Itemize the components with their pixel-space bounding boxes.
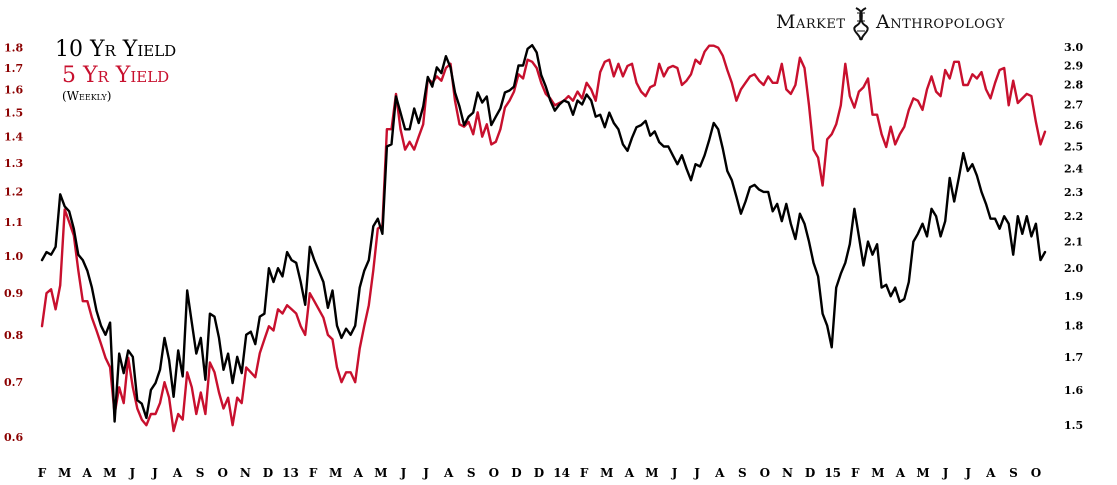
x-tick-label: D <box>805 466 815 480</box>
brand-text: Market <box>776 11 846 33</box>
left-tick-label: 1.1 <box>4 216 23 229</box>
left-tick-label: 0.7 <box>4 376 23 389</box>
x-tick-label: M <box>871 466 884 480</box>
ten-year-series-line <box>40 44 1047 423</box>
right-tick-label: 1.6 <box>1064 384 1083 397</box>
right-tick-label: 1.8 <box>1064 320 1083 333</box>
x-tick-label: J <box>400 466 407 480</box>
right-axis: 1.5 1.6 1.7 1.8 1.9 2.0 2.1 2.2 2.3 2.4 2.5 2.6 2.7 2… <box>1064 41 1083 432</box>
x-tick-label: 13 <box>282 466 299 480</box>
right-tick-label: 2.8 <box>1064 79 1083 92</box>
x-tick-label: D <box>534 466 544 480</box>
x-tick-label: M <box>103 466 116 480</box>
x-tick-label: S <box>467 466 476 480</box>
left-tick-label: 1.8 <box>4 42 23 55</box>
x-tick-label: S <box>1009 466 1018 480</box>
dna-icon <box>853 7 869 41</box>
x-tick-label: J <box>671 466 678 480</box>
x-tick-label: N <box>240 466 251 480</box>
right-tick-label: 3.0 <box>1064 41 1083 54</box>
x-tick-label: O <box>218 466 228 480</box>
x-tick-label: J <box>151 466 158 480</box>
x-tick-label: J <box>964 466 971 480</box>
left-tick-label: 1.7 <box>4 62 23 75</box>
left-tick-label: 0.8 <box>4 329 23 342</box>
x-tick-label: J <box>422 466 429 480</box>
right-tick-label: 2.1 <box>1064 236 1083 249</box>
x-tick-label: J <box>693 466 700 480</box>
x-tick-label: O <box>1031 466 1041 480</box>
left-tick-label: 1.4 <box>4 131 23 144</box>
legend-ten-year: 10 Yr Yield <box>55 37 176 62</box>
x-tick-label: M <box>916 466 929 480</box>
left-tick-label: 0.6 <box>4 431 23 444</box>
left-tick-label: 1.0 <box>4 250 23 263</box>
x-tick-label: O <box>760 466 770 480</box>
x-tick-label: F <box>38 466 47 480</box>
x-tick-label: S <box>738 466 747 480</box>
x-tick-label: M <box>374 466 387 480</box>
right-tick-label: 2.0 <box>1064 262 1083 275</box>
right-tick-label: 1.7 <box>1064 351 1083 364</box>
x-tick-label: A <box>985 466 996 480</box>
five-year-series-line <box>40 44 1047 433</box>
left-tick-label: 1.5 <box>4 106 23 119</box>
right-tick-label: 2.6 <box>1064 119 1083 132</box>
x-tick-label: M <box>645 466 658 480</box>
x-tick-label: F <box>309 466 318 480</box>
brand-text-2: Anthropology <box>875 11 1005 33</box>
x-tick-label: O <box>489 466 499 480</box>
x-tick-label: F <box>851 466 860 480</box>
x-tick-label: A <box>624 466 635 480</box>
right-tick-label: 2.9 <box>1064 60 1083 73</box>
x-tick-label: D <box>263 466 273 480</box>
left-axis: 0.6 0.7 0.8 0.9 1.0 1.1 1.2 1.3 1.4 1.5 1.6 1.7 1.8 <box>4 42 23 444</box>
x-tick-label: D <box>511 466 521 480</box>
x-tick-label: A <box>714 466 725 480</box>
right-tick-label: 1.9 <box>1064 290 1083 303</box>
left-tick-label: 0.9 <box>4 287 23 300</box>
brand-logo: Market Anthropology <box>776 7 1005 41</box>
x-tick-label: N <box>782 466 793 480</box>
right-tick-label: 1.5 <box>1064 419 1083 432</box>
legend-five-year: 5 Yr Yield <box>62 63 169 88</box>
left-tick-label: 1.6 <box>4 83 23 96</box>
x-tick-label: 15 <box>824 466 841 480</box>
x-tick-label: S <box>196 466 205 480</box>
left-tick-label: 1.2 <box>4 185 23 198</box>
right-tick-label: 2.3 <box>1064 186 1083 199</box>
series-layer <box>40 44 1047 433</box>
x-tick-label: M <box>58 466 71 480</box>
x-tick-label: A <box>353 466 364 480</box>
x-tick-label: A <box>172 466 183 480</box>
right-tick-label: 2.5 <box>1064 140 1083 153</box>
x-tick-label: 14 <box>553 466 570 480</box>
legend-subtitle: (Weekly) <box>62 89 111 103</box>
right-tick-label: 2.7 <box>1064 98 1083 111</box>
x-tick-label: A <box>443 466 454 480</box>
x-tick-label: A <box>82 466 93 480</box>
left-tick-label: 1.3 <box>4 157 23 170</box>
x-tick-label: J <box>129 466 136 480</box>
x-tick-label: A <box>895 466 906 480</box>
x-tick-label: J <box>942 466 949 480</box>
right-tick-label: 2.2 <box>1064 210 1083 223</box>
x-tick-label: M <box>600 466 613 480</box>
x-axis: F M A M J J A S O N D 13 F M A M J J A S O D D 14 F M A M J J A S O N D 15 F… <box>38 466 1041 480</box>
right-tick-label: 2.4 <box>1064 163 1083 176</box>
x-tick-label: M <box>329 466 342 480</box>
legend: 10 Yr Yield 5 Yr Yield (Weekly) <box>55 37 176 103</box>
x-tick-label: F <box>580 466 589 480</box>
